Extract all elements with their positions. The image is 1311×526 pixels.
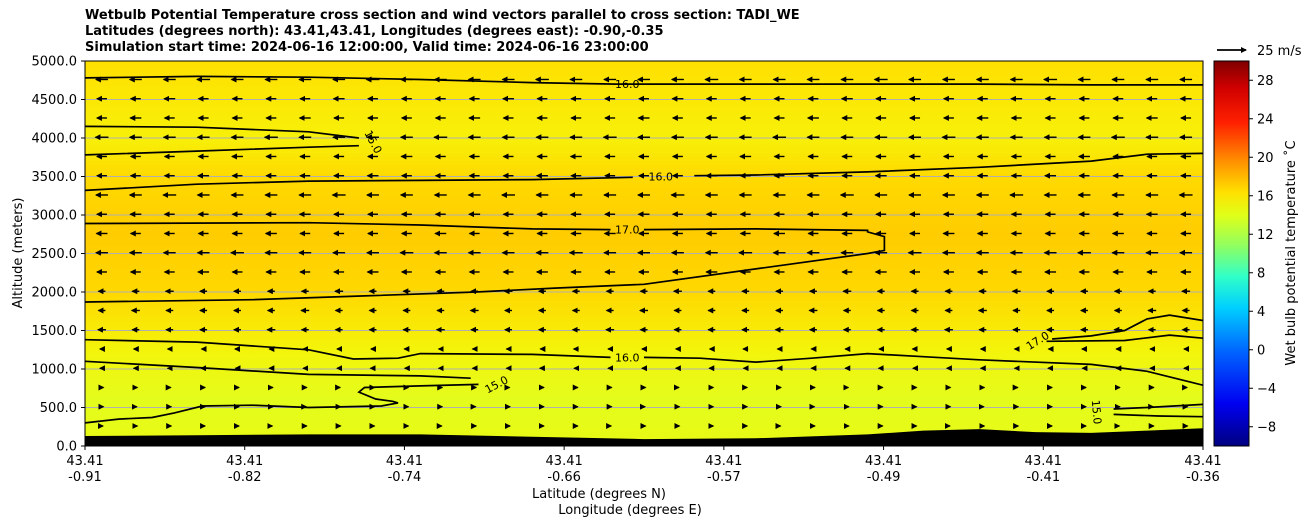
contour-line [85,125,360,139]
y-tick-label: 0.0 [56,440,77,455]
colorbar-tick-label: −8 [1257,420,1276,435]
contour-line [643,352,1203,387]
y-tick-label: 2000.0 [32,286,78,301]
y-tick-label: 500.0 [40,401,77,416]
contour-label-group: 16.0 [615,351,640,364]
contour-line [85,338,611,360]
x-tick-label-lon: -0.91 [68,470,102,485]
contour-line [85,144,359,156]
y-tick-label: 4500.0 [32,93,78,108]
contour-label: 16.0 [649,171,674,184]
x-tick-label-lon: -0.57 [707,470,741,485]
x-axis-label-lon: Longitude (degrees E) [558,503,702,518]
y-tick-label: 4000.0 [32,132,78,147]
contour-line [85,75,1203,86]
y-axis-label: Altitude (meters) [11,198,26,309]
x-tick-label-lat: 43.41 [1025,454,1062,469]
contour-line [1113,413,1203,418]
y-tick-label: 5000.0 [32,55,78,70]
contour-line [1052,314,1203,340]
contour-line [85,228,886,303]
contour-line [1046,334,1203,343]
y-tick-label: 2500.0 [32,247,78,262]
y-tick-label: 3000.0 [32,209,78,224]
colorbar [1213,60,1250,447]
contour-label: 17.0 [615,224,640,237]
colorbar-tick-label: 28 [1257,74,1274,89]
x-axis-label-lat: Latitude (degrees N) [532,487,666,502]
colorbar-tick-label: −4 [1257,382,1276,397]
colorbar-label: Wet bulb potential temperature ˚C [1283,140,1299,365]
colorbar-tick-label: 24 [1257,112,1274,127]
contour-label: 16.0 [615,351,640,364]
contour-line [85,383,479,424]
colorbar-tick-label: 8 [1257,266,1265,281]
x-tick-label-lat: 43.41 [546,454,583,469]
x-tick-label-lon: -0.36 [1186,470,1220,485]
y-tick-label: 1500.0 [32,324,78,339]
contour-line [694,152,1203,177]
contour-label-group: 16.0 [649,171,674,184]
x-tick-label-lon: -0.49 [867,470,901,485]
terrain [85,428,1203,446]
contour-label-group: 17.0 [615,224,640,237]
chart-title-line-2: Latitudes (degrees north): 43.41,43.41, … [85,24,664,39]
vector-key-label: 25 m/s [1257,44,1302,59]
colorbar-tick-label: 0 [1257,343,1265,358]
x-tick-label-lon: -0.74 [388,470,422,485]
colorbar-tick-label: 16 [1257,189,1274,204]
contour-line [85,176,633,192]
x-tick-label-lat: 43.41 [865,454,902,469]
contour-label: 16.0 [615,78,640,91]
contour-line [85,221,611,231]
colorbar-tick-label: 20 [1257,151,1274,166]
colorbar-tick-label: 12 [1257,228,1274,243]
x-tick-label-lat: 43.41 [1184,454,1221,469]
colorbar-tick-label: 4 [1257,305,1265,320]
y-tick-label: 1000.0 [32,363,78,378]
x-tick-label-lat: 43.41 [66,454,103,469]
chart-title-line-3: Simulation start time: 2024-06-16 12:00:… [85,40,649,55]
contour-label-group: 16.0 [615,78,640,91]
y-tick-label: 3500.0 [32,170,78,185]
x-tick-label-lon: -0.82 [228,470,262,485]
x-tick-label-lon: -0.41 [1026,470,1060,485]
x-tick-label-lat: 43.41 [386,454,423,469]
contour-line [85,360,471,380]
chart-title-line-1: Wetbulb Potential Temperature cross sect… [85,8,800,23]
contour-line [1113,403,1203,410]
x-tick-label-lon: -0.66 [547,470,581,485]
contour-label: 15.0 [1089,399,1104,425]
x-tick-label-lat: 43.41 [226,454,263,469]
x-tick-label-lat: 43.41 [705,454,742,469]
contour-label-group: 15.0 [1089,399,1104,425]
